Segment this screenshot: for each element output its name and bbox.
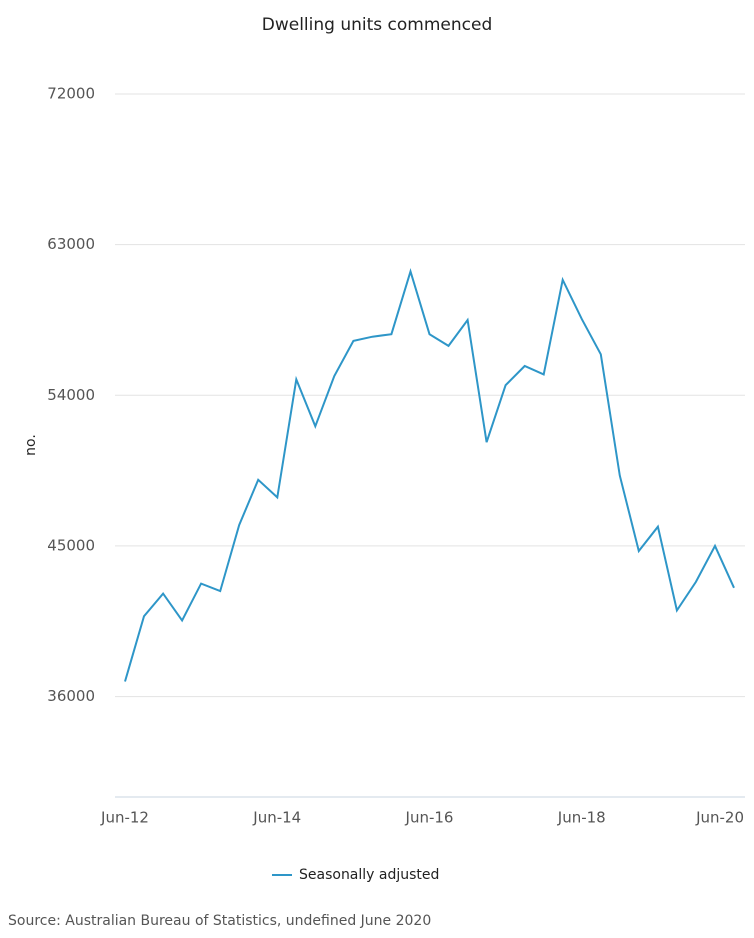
chart-title: Dwelling units commenced <box>262 15 493 35</box>
x-tick-label: Jun-12 <box>100 809 149 827</box>
x-tick-label: Jun-18 <box>557 809 606 827</box>
y-tick-label: 63000 <box>47 235 95 253</box>
x-tick-label: Jun-14 <box>252 809 301 827</box>
x-tick-label: Jun-20 <box>695 809 744 827</box>
y-axis-label: no. <box>23 434 39 456</box>
legend-label: Seasonally adjusted <box>299 867 439 883</box>
line <box>124 267 735 682</box>
y-tick-label: 72000 <box>47 85 95 103</box>
source: Source: Australian Bureau of Statistics,… <box>8 913 431 929</box>
y-tick-label: 45000 <box>47 536 95 554</box>
x-tick-label: Jun-16 <box>405 809 454 827</box>
y-tick-label: 54000 <box>47 386 95 404</box>
y-tick-label: 36000 <box>47 687 95 705</box>
